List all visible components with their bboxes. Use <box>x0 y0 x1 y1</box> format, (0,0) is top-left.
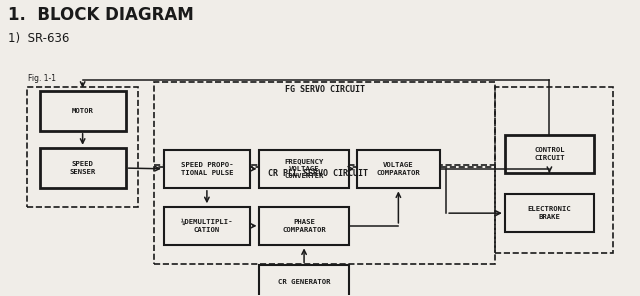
Text: PHASE
COMPARATOR: PHASE COMPARATOR <box>282 219 326 233</box>
Text: FREQUENCY
VOLTAGE
CONVERTER: FREQUENCY VOLTAGE CONVERTER <box>284 158 324 179</box>
FancyBboxPatch shape <box>505 135 594 173</box>
Text: 1.  BLOCK DIAGRAM: 1. BLOCK DIAGRAM <box>8 6 193 24</box>
FancyBboxPatch shape <box>40 148 125 188</box>
Text: MOTOR: MOTOR <box>72 108 93 114</box>
FancyBboxPatch shape <box>505 194 594 232</box>
FancyBboxPatch shape <box>40 91 125 131</box>
FancyBboxPatch shape <box>259 150 349 188</box>
Text: VOLTAGE
COMPARATOR: VOLTAGE COMPARATOR <box>376 162 420 176</box>
Text: SPEED
SENSER: SPEED SENSER <box>70 161 96 175</box>
Text: CR PLL SERVO CIRCUIT: CR PLL SERVO CIRCUIT <box>268 169 369 178</box>
Text: Fig. 1-1: Fig. 1-1 <box>28 74 56 83</box>
Text: CONTROL
CIRCUIT: CONTROL CIRCUIT <box>534 147 564 161</box>
Text: FG SERVO CIRCUIT: FG SERVO CIRCUIT <box>285 85 365 94</box>
Text: ELECTRONIC
BRAKE: ELECTRONIC BRAKE <box>527 206 572 220</box>
Text: 1)  SR-636: 1) SR-636 <box>8 32 69 45</box>
FancyBboxPatch shape <box>164 207 250 245</box>
FancyBboxPatch shape <box>259 266 349 296</box>
Text: ¼DEMULTIPLI-
CATION: ¼DEMULTIPLI- CATION <box>180 219 233 233</box>
FancyBboxPatch shape <box>164 150 250 188</box>
FancyBboxPatch shape <box>357 150 440 188</box>
Text: CR GENERATOR: CR GENERATOR <box>278 279 330 284</box>
Text: SPEED PROPO-
TIONAL PULSE: SPEED PROPO- TIONAL PULSE <box>180 162 233 176</box>
FancyBboxPatch shape <box>259 207 349 245</box>
